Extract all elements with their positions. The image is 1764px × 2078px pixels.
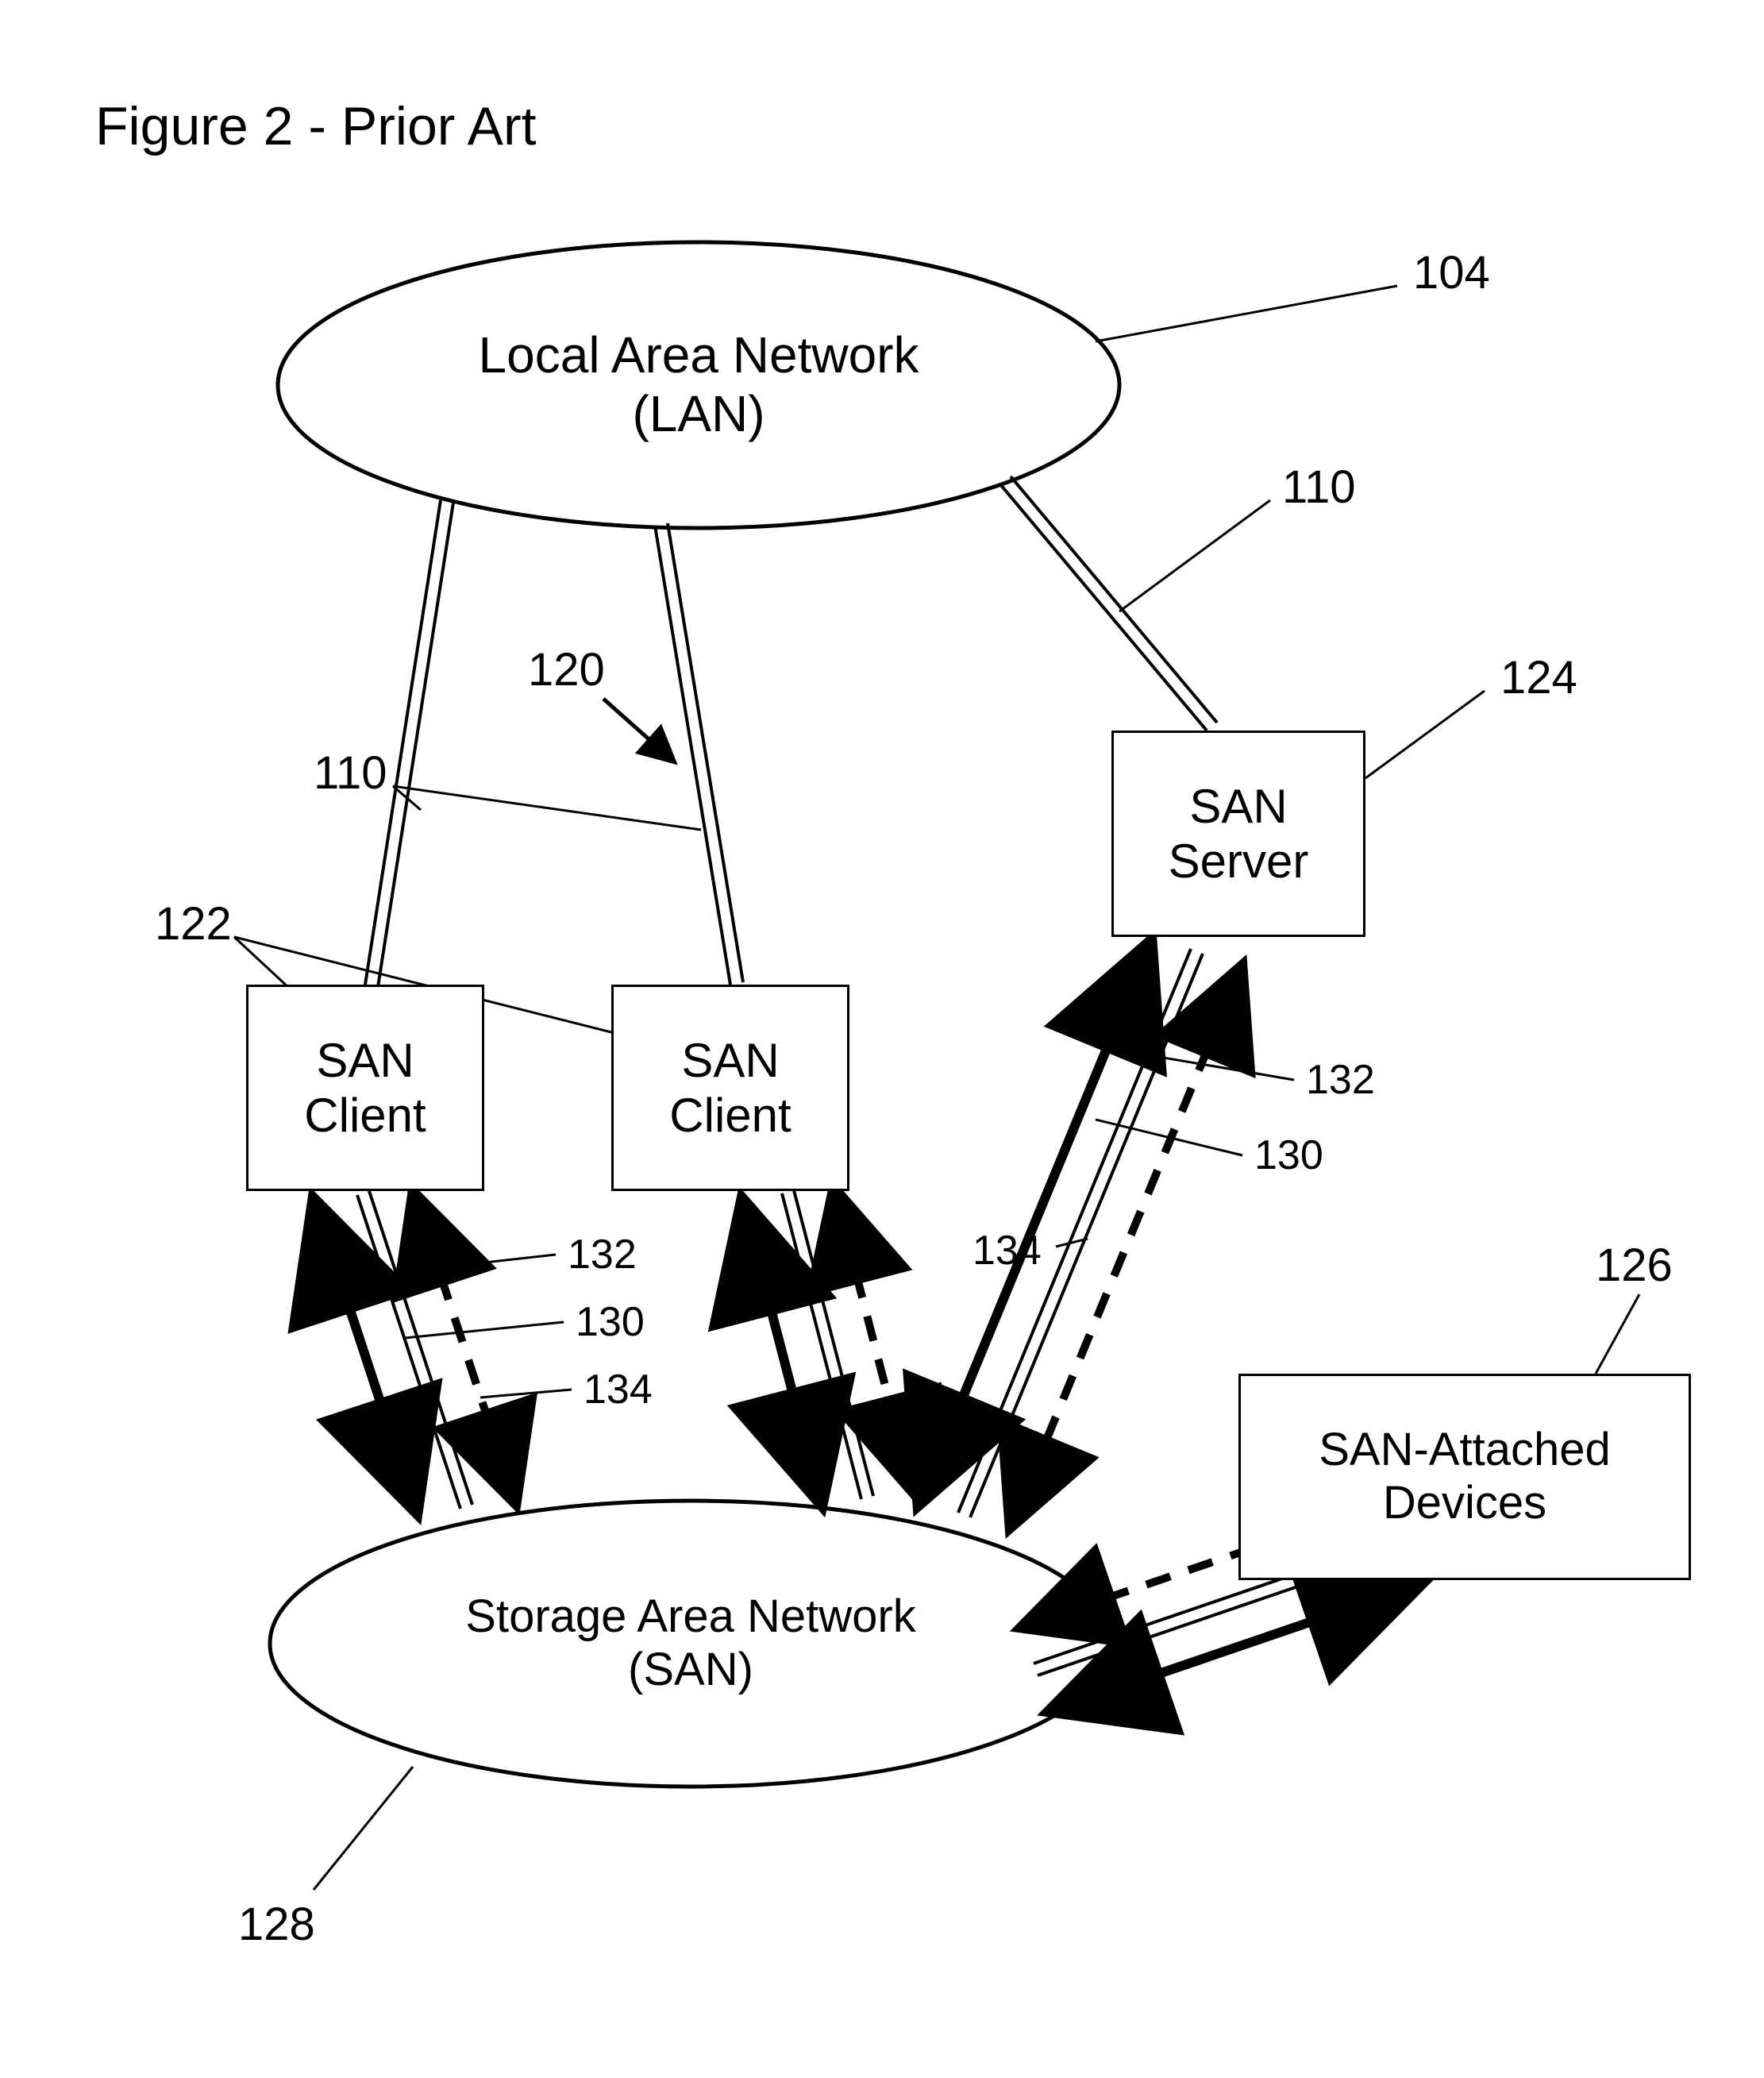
ref-130b: 130	[1254, 1132, 1323, 1179]
diagram-canvas: Local Area Network (LAN) Storage Area Ne…	[0, 0, 1764, 2078]
leader-132b	[1107, 1048, 1294, 1080]
san-client2-node: SAN Client	[611, 985, 849, 1191]
ref-122: 122	[155, 897, 232, 950]
ref-110b: 110	[314, 746, 387, 800]
server-label-1: SAN	[1189, 780, 1287, 833]
san-label-2: (SAN)	[628, 1644, 753, 1695]
ref-104: 104	[1413, 246, 1490, 299]
client2-label-1: SAN	[681, 1034, 779, 1087]
ref-124: 124	[1500, 651, 1577, 704]
leader-130a	[405, 1322, 564, 1338]
san-node: Storage Area Network (SAN)	[270, 1501, 1111, 1787]
client1-label-1: SAN	[316, 1034, 414, 1087]
devices-label-1: SAN-Attached	[1319, 1424, 1611, 1475]
san-server-node: SAN Server	[1111, 731, 1365, 937]
figure-title: Figure 2 - Prior Art	[95, 95, 537, 157]
leader-134a	[480, 1390, 572, 1398]
leader-110b	[393, 786, 701, 830]
ref-132b: 132	[1306, 1056, 1375, 1104]
ref-134a: 134	[584, 1366, 653, 1413]
lan-node: Local Area Network (LAN)	[278, 242, 1119, 528]
devices-label-2: Devices	[1383, 1477, 1546, 1529]
leader-124	[1365, 691, 1485, 778]
ref-132a: 132	[568, 1231, 637, 1278]
bundle-client2-san	[742, 1187, 913, 1505]
client1-label-2: Client	[304, 1089, 426, 1142]
leader-132a	[343, 1255, 556, 1278]
bundle-client1-san	[314, 1191, 516, 1513]
link-lan-client1	[365, 500, 453, 987]
ref-126: 126	[1596, 1239, 1673, 1292]
lan-label-2: (LAN)	[632, 385, 765, 442]
leader-120	[603, 699, 675, 762]
lan-label-1: Local Area Network	[479, 326, 919, 384]
ref-120: 120	[528, 643, 605, 696]
leader-104	[1096, 286, 1397, 341]
san-label-1: Storage Area Network	[465, 1590, 915, 1642]
ref-128: 128	[238, 1898, 315, 1951]
ref-130a: 130	[576, 1298, 645, 1346]
bundle-server-san	[919, 941, 1242, 1529]
san-devices-node: SAN-Attached Devices	[1238, 1374, 1691, 1580]
server-label-2: Server	[1169, 835, 1309, 888]
ref-134b: 134	[973, 1227, 1042, 1274]
leader-126	[1596, 1294, 1639, 1374]
leader-110a	[1119, 500, 1270, 611]
client2-label-2: Client	[669, 1089, 791, 1142]
san-client1-node: SAN Client	[246, 985, 484, 1191]
ref-110a: 110	[1282, 461, 1355, 514]
